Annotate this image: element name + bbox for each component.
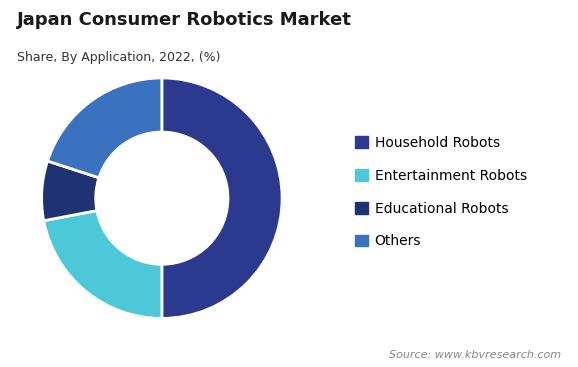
Text: Source: www.kbvresearch.com: Source: www.kbvresearch.com — [388, 350, 561, 360]
Text: Share, By Application, 2022, (%): Share, By Application, 2022, (%) — [17, 51, 221, 64]
Wedge shape — [162, 78, 282, 319]
Wedge shape — [47, 78, 162, 178]
Wedge shape — [44, 211, 162, 319]
Text: Japan Consumer Robotics Market: Japan Consumer Robotics Market — [17, 11, 352, 29]
Wedge shape — [42, 161, 99, 221]
Legend: Household Robots, Entertainment Robots, Educational Robots, Others: Household Robots, Entertainment Robots, … — [355, 136, 527, 248]
